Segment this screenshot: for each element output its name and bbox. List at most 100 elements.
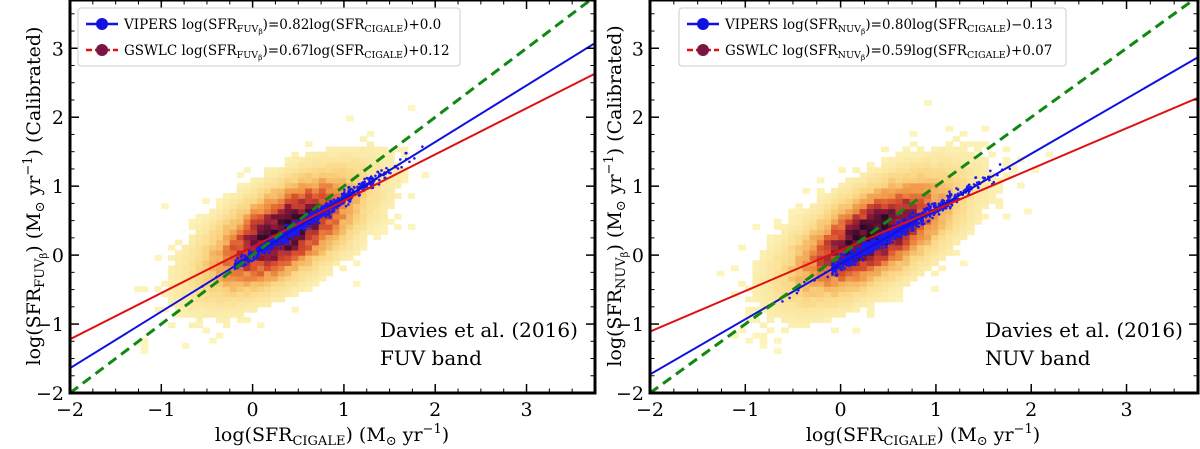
right-density-bin: [788, 270, 796, 277]
right-vipers-point: [932, 213, 936, 217]
left-density-bin: [243, 203, 251, 210]
left-density-bin: [257, 203, 265, 210]
left-density-bin: [264, 182, 272, 189]
right-density-bin: [952, 156, 961, 163]
right-vipers-point: [896, 220, 899, 224]
left-density-bin: [175, 270, 183, 277]
right-vipers-point: [853, 263, 857, 266]
left-density-bin: [284, 270, 293, 277]
right-density-bin: [781, 286, 789, 292]
right-density-bin: [888, 182, 897, 189]
left-density-bin: [168, 280, 176, 287]
left-density-bin: [236, 286, 245, 292]
right-density-bin: [866, 270, 875, 277]
left-density-bin: [366, 141, 375, 148]
right-density-bin: [866, 255, 875, 261]
left-density-bin: [277, 203, 286, 210]
left-density-bin: [216, 301, 224, 308]
left-density-bin: [270, 255, 279, 261]
left-density-bin: [353, 249, 361, 256]
left-density-bin: [311, 151, 320, 158]
right-density-bin: [902, 270, 911, 277]
left-density-bin: [229, 280, 238, 287]
left-density-bin: [243, 193, 251, 199]
left-vipers-point: [351, 189, 355, 192]
right-density-bin: [802, 291, 811, 298]
right-vipers-point: [949, 205, 952, 209]
right-density-bin: [795, 291, 804, 298]
right-density-bin: [802, 265, 811, 272]
left-density-bin: [373, 151, 382, 158]
left-density-bin: [291, 260, 299, 267]
right-density-bin: [902, 167, 911, 173]
right-density-bin: [781, 327, 789, 334]
right-density-bin: [759, 291, 768, 298]
right-density-bin: [816, 198, 825, 204]
right-density-bin: [945, 151, 954, 158]
right-density-bin: [881, 167, 889, 173]
right-density-bin: [823, 218, 832, 225]
right-density-bin: [852, 286, 861, 292]
left-density-bin: [181, 255, 190, 261]
left-density-bin: [257, 322, 265, 329]
left-density-bin: [332, 193, 340, 199]
left-density-bin: [175, 249, 183, 256]
right-density-bin: [766, 249, 775, 256]
left-density-bin: [325, 187, 334, 194]
left-density-bin: [339, 203, 347, 210]
left-density-bin: [188, 249, 197, 256]
right-density-bin: [852, 167, 861, 173]
left-density-bin: [243, 275, 251, 282]
right-density-bin: [959, 198, 968, 204]
right-density-bin: [924, 234, 932, 241]
right-density-bin: [1002, 146, 1011, 153]
right-density-bin: [809, 218, 818, 225]
left-vipers-point: [385, 166, 388, 170]
right-density-bin: [852, 265, 861, 272]
left-density-bin: [394, 213, 402, 220]
left-density-bin: [311, 162, 320, 168]
right-vipers-point: [831, 262, 834, 266]
left-density-bin: [305, 187, 313, 194]
right-density-bin: [802, 322, 811, 329]
right-density-bin: [781, 317, 789, 323]
right-density-bin: [838, 311, 846, 318]
left-density-bin: [229, 234, 238, 241]
left-density-bin: [236, 244, 245, 251]
right-density-bin: [974, 156, 982, 163]
right-density-bin: [802, 244, 811, 251]
right-density-bin: [838, 187, 846, 194]
right-density-bin: [1002, 213, 1011, 220]
right-density-bin: [916, 182, 925, 189]
right-legend: VIPERS log(SFRNUVβ)=0.80log(SFRCIGALE)−0…: [678, 7, 1067, 67]
left-density-bin: [373, 213, 382, 220]
left-density-bin: [311, 249, 320, 256]
right-density-bin: [838, 182, 846, 189]
right-density-bin: [766, 244, 775, 251]
left-density-bin: [325, 182, 334, 189]
right-density-bin: [831, 296, 839, 303]
left-density-bin: [284, 156, 293, 163]
right-density-bin: [924, 203, 932, 210]
right-density-bin: [823, 301, 832, 308]
left-density-bin: [250, 291, 258, 298]
right-density-bin: [831, 260, 839, 267]
right-density-bin: [981, 156, 989, 163]
right-density-bin: [916, 151, 925, 158]
right-vipers-point: [833, 263, 837, 267]
left-density-bin: [195, 224, 203, 230]
left-density-bin: [229, 193, 238, 199]
right-vipers-point: [910, 225, 913, 228]
right-vipers-point: [845, 263, 848, 267]
right-density-bin: [781, 234, 789, 241]
right-y-tick-label: 1: [632, 176, 644, 198]
right-density-bin: [773, 218, 782, 225]
left-density-bin: [380, 146, 388, 153]
right-density-bin: [859, 296, 868, 303]
left-density-bin: [298, 239, 306, 246]
left-density-bin: [380, 208, 388, 215]
right-density-bin: [752, 306, 761, 313]
left-vipers-point: [280, 238, 283, 242]
right-density-bin: [895, 203, 904, 210]
left-density-bin: [394, 182, 402, 189]
